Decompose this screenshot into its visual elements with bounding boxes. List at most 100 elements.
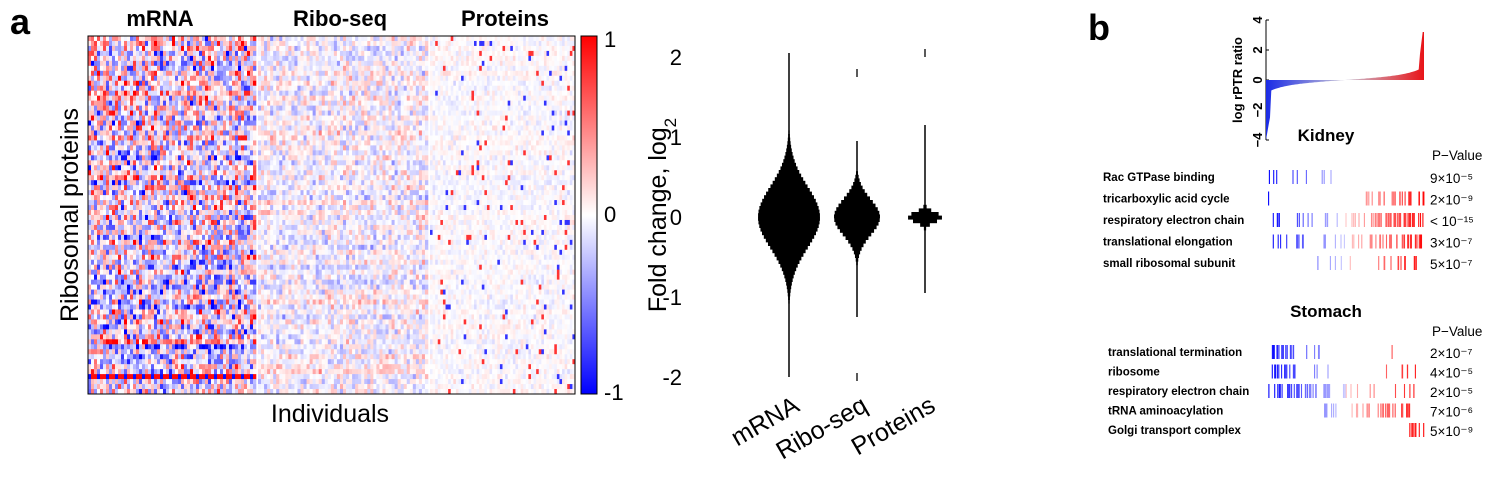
- heatmap-cell: [208, 105, 212, 111]
- heatmap-cell: [148, 384, 152, 390]
- heatmap-cell: [376, 80, 380, 87]
- heatmap-cell: [178, 160, 182, 166]
- heatmap-cell: [88, 50, 92, 57]
- heatmap-cell: [336, 55, 341, 62]
- heatmap-cell: [258, 70, 262, 77]
- heatmap-cell: [355, 40, 359, 47]
- heatmap-cell: [166, 219, 170, 226]
- heatmap-cell: [370, 100, 374, 106]
- heatmap-cell: [145, 200, 149, 206]
- heatmap-cell: [148, 70, 152, 77]
- heatmap-cell: [172, 130, 176, 136]
- heatmap-cell: [343, 110, 347, 116]
- heatmap-cell: [223, 60, 227, 67]
- heatmap-cell: [157, 135, 161, 141]
- heatmap-cell: [202, 309, 206, 315]
- heatmap-cell: [211, 65, 215, 72]
- heatmap-cell: [94, 115, 98, 121]
- heatmap-cell: [172, 384, 176, 390]
- heatmap-cell: [220, 145, 224, 151]
- heatmap-cell: [148, 279, 152, 285]
- heatmap-cell: [333, 95, 338, 101]
- heatmap-cell: [169, 65, 173, 72]
- heatmap-cell: [330, 100, 335, 106]
- heatmap-cell: [100, 369, 104, 375]
- heatmap-cell: [88, 219, 92, 226]
- heatmap-cell: [175, 195, 179, 201]
- heatmap-cell: [214, 279, 218, 285]
- heatmap-cell: [229, 170, 233, 176]
- heatmap-cell: [160, 249, 164, 256]
- heatmap-cell: [127, 85, 131, 91]
- heatmap-cell: [157, 80, 161, 87]
- heatmap-cell: [391, 80, 395, 87]
- heatmap-cell: [115, 219, 119, 226]
- heatmap-cell: [181, 120, 185, 126]
- heatmap-cell: [376, 105, 380, 111]
- heatmap-cell: [196, 150, 200, 156]
- heatmap-cell: [247, 349, 251, 355]
- heatmap-cell: [181, 40, 185, 47]
- heatmap-cell: [133, 244, 137, 251]
- heatmap-cell: [208, 55, 212, 62]
- heatmap-cell: [103, 224, 107, 231]
- heatmap-cell: [190, 85, 194, 91]
- heatmap-cell: [205, 90, 209, 96]
- heatmap-cell: [327, 80, 332, 87]
- heatmap-cell: [349, 60, 353, 67]
- heatmap-cell: [142, 110, 146, 116]
- heatmap-cell: [115, 259, 119, 266]
- heatmap-cell: [202, 190, 206, 196]
- heatmap-cell: [361, 100, 365, 106]
- heatmap-cell: [391, 36, 395, 42]
- heatmap-cell: [223, 110, 227, 116]
- heatmap-cell: [190, 244, 194, 251]
- heatmap-cell: [273, 85, 277, 91]
- heatmap-cell: [379, 100, 383, 106]
- heatmap-cell: [187, 100, 191, 106]
- heatmap-cell: [175, 354, 179, 360]
- heatmap-cell: [127, 279, 131, 285]
- heatmap-cell: [124, 140, 128, 146]
- heatmap-cell: [244, 55, 248, 62]
- heatmap-cell: [169, 379, 173, 385]
- heatmap-cell: [244, 264, 248, 270]
- heatmap-cell: [217, 90, 221, 96]
- heatmap-cell: [253, 40, 257, 47]
- heatmap-cell: [376, 75, 380, 82]
- heatmap-cell: [397, 75, 401, 82]
- heatmap-cell: [226, 155, 230, 161]
- heatmap-cell: [229, 210, 233, 216]
- heatmap-cell: [253, 329, 257, 335]
- heatmap-cell: [112, 384, 116, 390]
- heatmap-cell: [118, 239, 122, 246]
- heatmap-cell: [321, 85, 326, 91]
- heatmap-cell: [154, 384, 158, 390]
- heatmap-cell: [106, 50, 110, 57]
- heatmap-cell: [163, 40, 167, 47]
- heatmap-cell: [285, 60, 289, 67]
- heatmap-cell: [124, 254, 128, 261]
- heatmap-cell: [211, 259, 215, 266]
- heatmap-cell: [421, 105, 426, 111]
- heatmap-cell: [397, 60, 401, 67]
- heatmap-cell: [142, 219, 146, 226]
- heatmap-cell: [196, 229, 200, 236]
- heatmap-cell: [139, 339, 143, 345]
- heatmap-cell: [160, 100, 164, 106]
- heatmap-cell: [250, 110, 254, 116]
- heatmap-cell: [193, 219, 197, 226]
- heatmap-cell: [241, 120, 245, 126]
- heatmap-cell: [106, 36, 110, 42]
- heatmap-cell: [208, 135, 212, 141]
- heatmap-cell: [244, 249, 248, 256]
- heatmap-cell: [217, 165, 221, 171]
- heatmap-cell: [214, 165, 218, 171]
- heatmap-cell: [103, 180, 107, 186]
- heatmap-cell: [97, 264, 101, 270]
- heatmap-cell: [193, 369, 197, 375]
- heatmap-cell: [312, 80, 316, 87]
- heatmap-cell: [121, 95, 125, 101]
- heatmap-cell: [253, 319, 257, 325]
- heatmap-cell: [169, 219, 173, 226]
